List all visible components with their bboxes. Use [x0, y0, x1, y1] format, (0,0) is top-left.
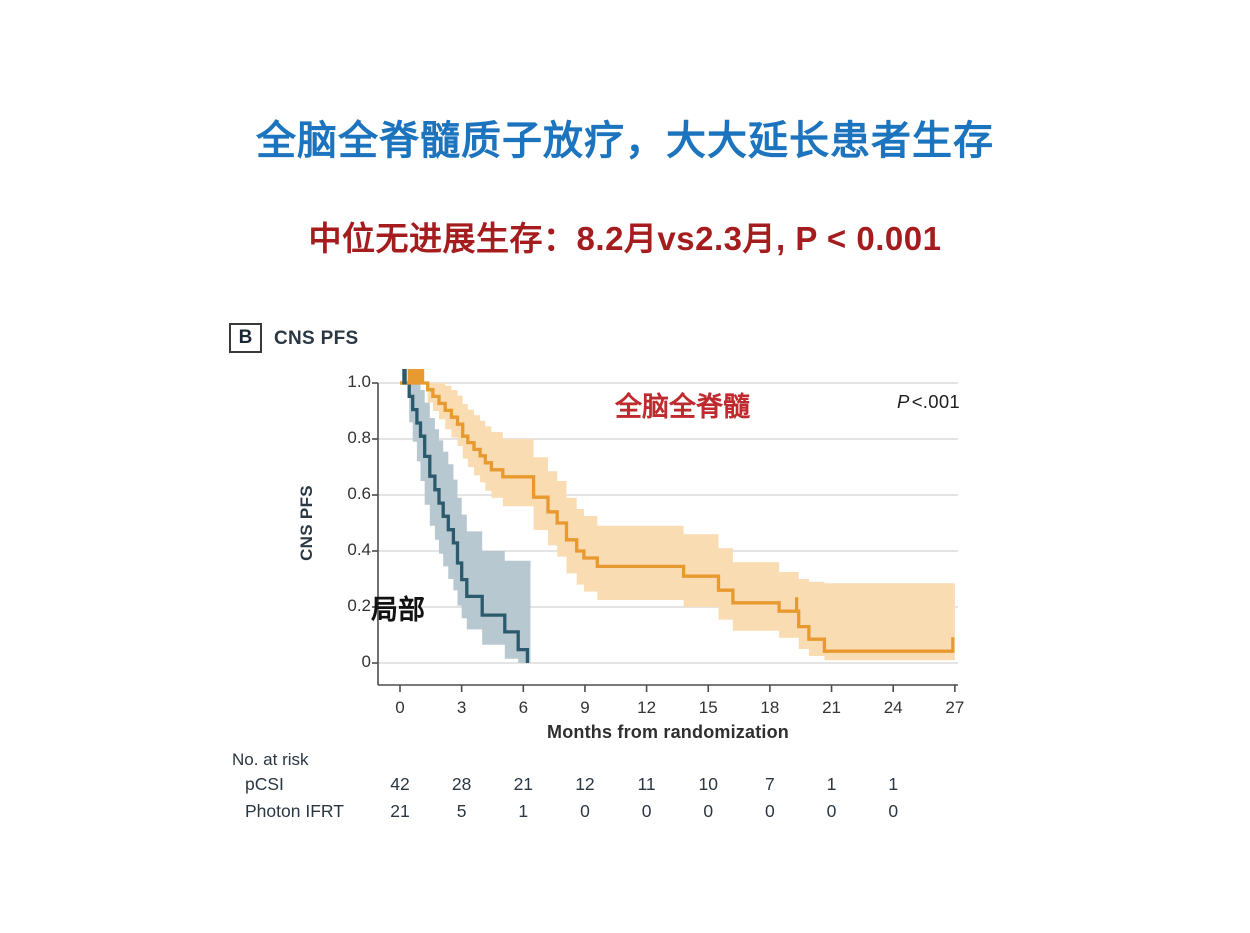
at-risk-value: 21 — [513, 774, 534, 794]
x-tick-label: 15 — [698, 698, 718, 717]
y-axis-title: CNS PFS — [297, 485, 316, 561]
at-risk-value: 11 — [637, 774, 656, 794]
x-tick-label: 27 — [945, 698, 965, 717]
x-tick-label: 9 — [580, 698, 590, 717]
at-risk-value: 28 — [451, 774, 472, 794]
p-value-annotation: P <.001 — [830, 391, 960, 413]
at-risk-value: 21 — [390, 801, 410, 821]
x-tick-label: 3 — [456, 698, 467, 717]
panel-title: CNS PFS — [274, 328, 359, 349]
at-risk-value: 5 — [456, 801, 467, 821]
x-tick-label: 0 — [395, 698, 405, 717]
km-curve-pcsi — [400, 381, 953, 653]
page-subtitle: 中位无进展生存：8.2月vs2.3月, P < 0.001 — [308, 220, 942, 257]
series-label-pcsi: 全脑全脊髓 — [615, 392, 750, 422]
at-risk-value: 1 — [826, 774, 837, 794]
at-risk-value: 0 — [888, 801, 899, 821]
km-survival-chart — [372, 369, 958, 692]
at-risk-value: 0 — [641, 801, 652, 821]
y-tick-label: 0.2 — [347, 596, 371, 615]
x-tick-label: 24 — [883, 698, 903, 717]
at-risk-value: 0 — [765, 801, 775, 821]
at-risk-value: 1 — [888, 774, 899, 794]
series-label-photon-ifrt: 局部 — [371, 595, 425, 625]
panel-index-badge: B — [229, 323, 262, 353]
x-tick-label: 6 — [518, 698, 529, 717]
y-tick-label: 0.6 — [347, 484, 371, 503]
ci-band-photon-ifrt — [400, 383, 531, 663]
at-risk-row-label-pcsi: pCSI — [245, 774, 284, 794]
at-risk-value: 1 — [518, 801, 529, 821]
y-tick-label: 0 — [361, 652, 371, 671]
km-curve-photon-ifrt — [400, 381, 530, 663]
y-tick-label: 0.4 — [347, 540, 371, 559]
at-risk-value: 0 — [580, 801, 590, 821]
p-value-number: <.001 — [911, 391, 960, 412]
at-risk-value: 0 — [826, 801, 837, 821]
x-tick-label: 12 — [637, 698, 657, 717]
x-axis-title: Months from randomization — [547, 722, 789, 742]
page-title: 全脑全脊髓质子放疗，大大延长患者生存 — [256, 119, 994, 163]
x-tick-label: 21 — [822, 698, 841, 717]
at-risk-title: No. at risk — [232, 750, 309, 769]
y-tick-label: 1.0 — [347, 372, 371, 391]
at-risk-value: 42 — [390, 774, 410, 794]
p-value-symbol: P — [897, 391, 910, 412]
ci-band-pcsi — [400, 383, 955, 661]
x-tick-label: 18 — [760, 698, 780, 717]
at-risk-value: 10 — [698, 774, 718, 794]
at-risk-value: 0 — [703, 801, 714, 821]
y-tick-label: 0.8 — [347, 428, 371, 447]
at-risk-value: 7 — [765, 774, 775, 794]
at-risk-value: 12 — [575, 774, 595, 794]
at-risk-row-label-photon-ifrt: Photon IFRT — [245, 801, 344, 821]
